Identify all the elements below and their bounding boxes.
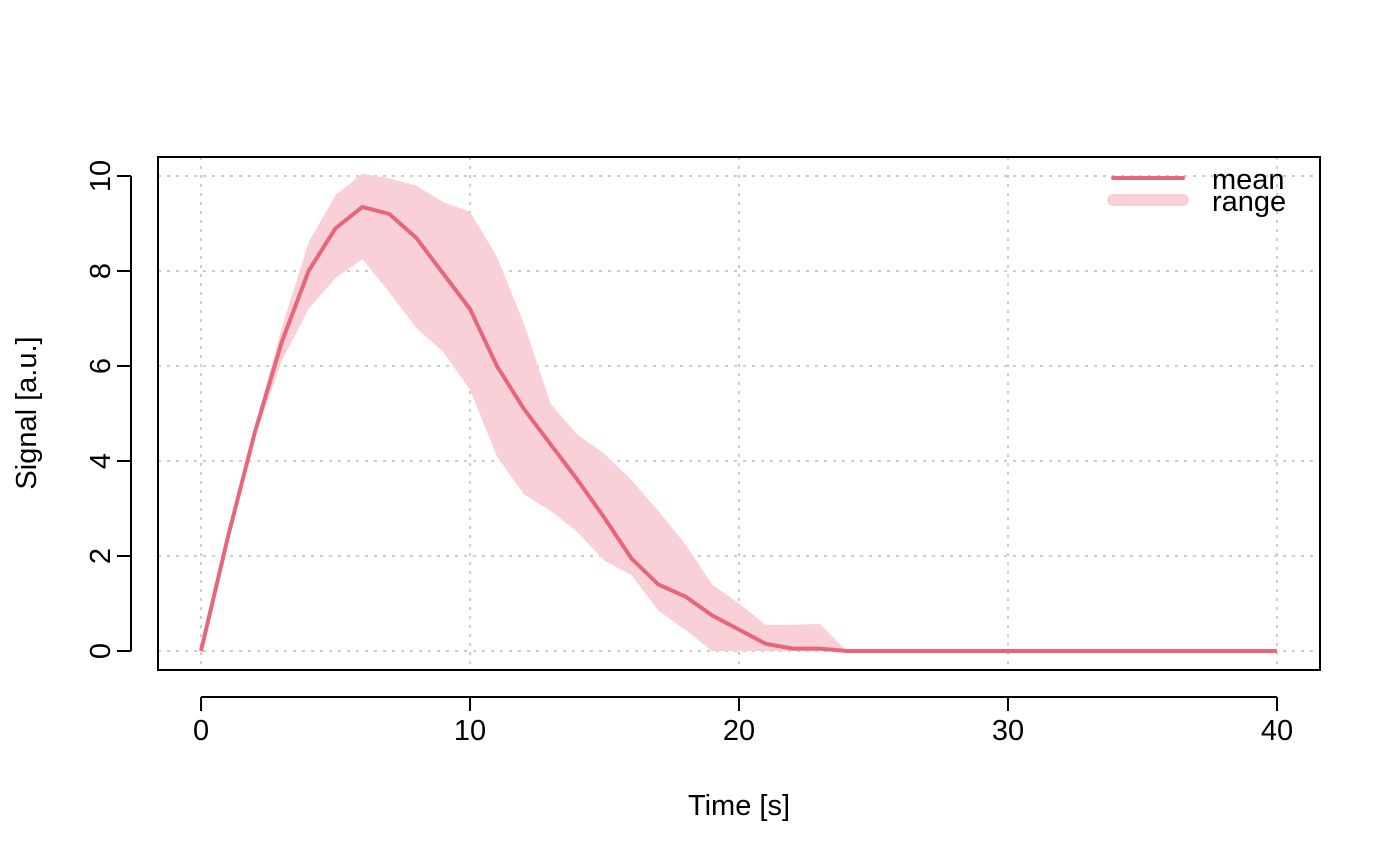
mean-line: [199, 204, 1277, 653]
legend: mean range: [1107, 164, 1286, 218]
y-tick-label: 2: [85, 548, 117, 564]
legend-mean-label: mean: [1212, 164, 1285, 196]
legend-range-label: range: [1212, 186, 1286, 218]
y-axis-label: Signal [a.u.]: [11, 336, 43, 489]
x-tick-label: 10: [454, 715, 486, 747]
y-tick-label: 6: [85, 358, 117, 374]
x-axis-label: Time [s]: [688, 790, 790, 822]
mean-line-layer: [199, 204, 1277, 653]
y-tick-label: 0: [85, 643, 117, 659]
x-tick-label: 0: [193, 715, 209, 747]
x-axis: 0 10 20 30 40: [193, 696, 1293, 747]
range-band: [201, 173, 1277, 651]
y-tick-label: 8: [85, 263, 117, 279]
y-tick-label: 4: [85, 453, 117, 469]
y-axis: 0 2 4 6 8 10: [85, 160, 132, 659]
x-tick-label: 30: [992, 715, 1024, 747]
x-tick-label: 20: [723, 715, 755, 747]
x-tick-label: 40: [1261, 715, 1293, 747]
y-tick-label: 10: [85, 160, 117, 192]
plot-frame: [157, 156, 1321, 671]
range-band-layer: [201, 173, 1277, 651]
